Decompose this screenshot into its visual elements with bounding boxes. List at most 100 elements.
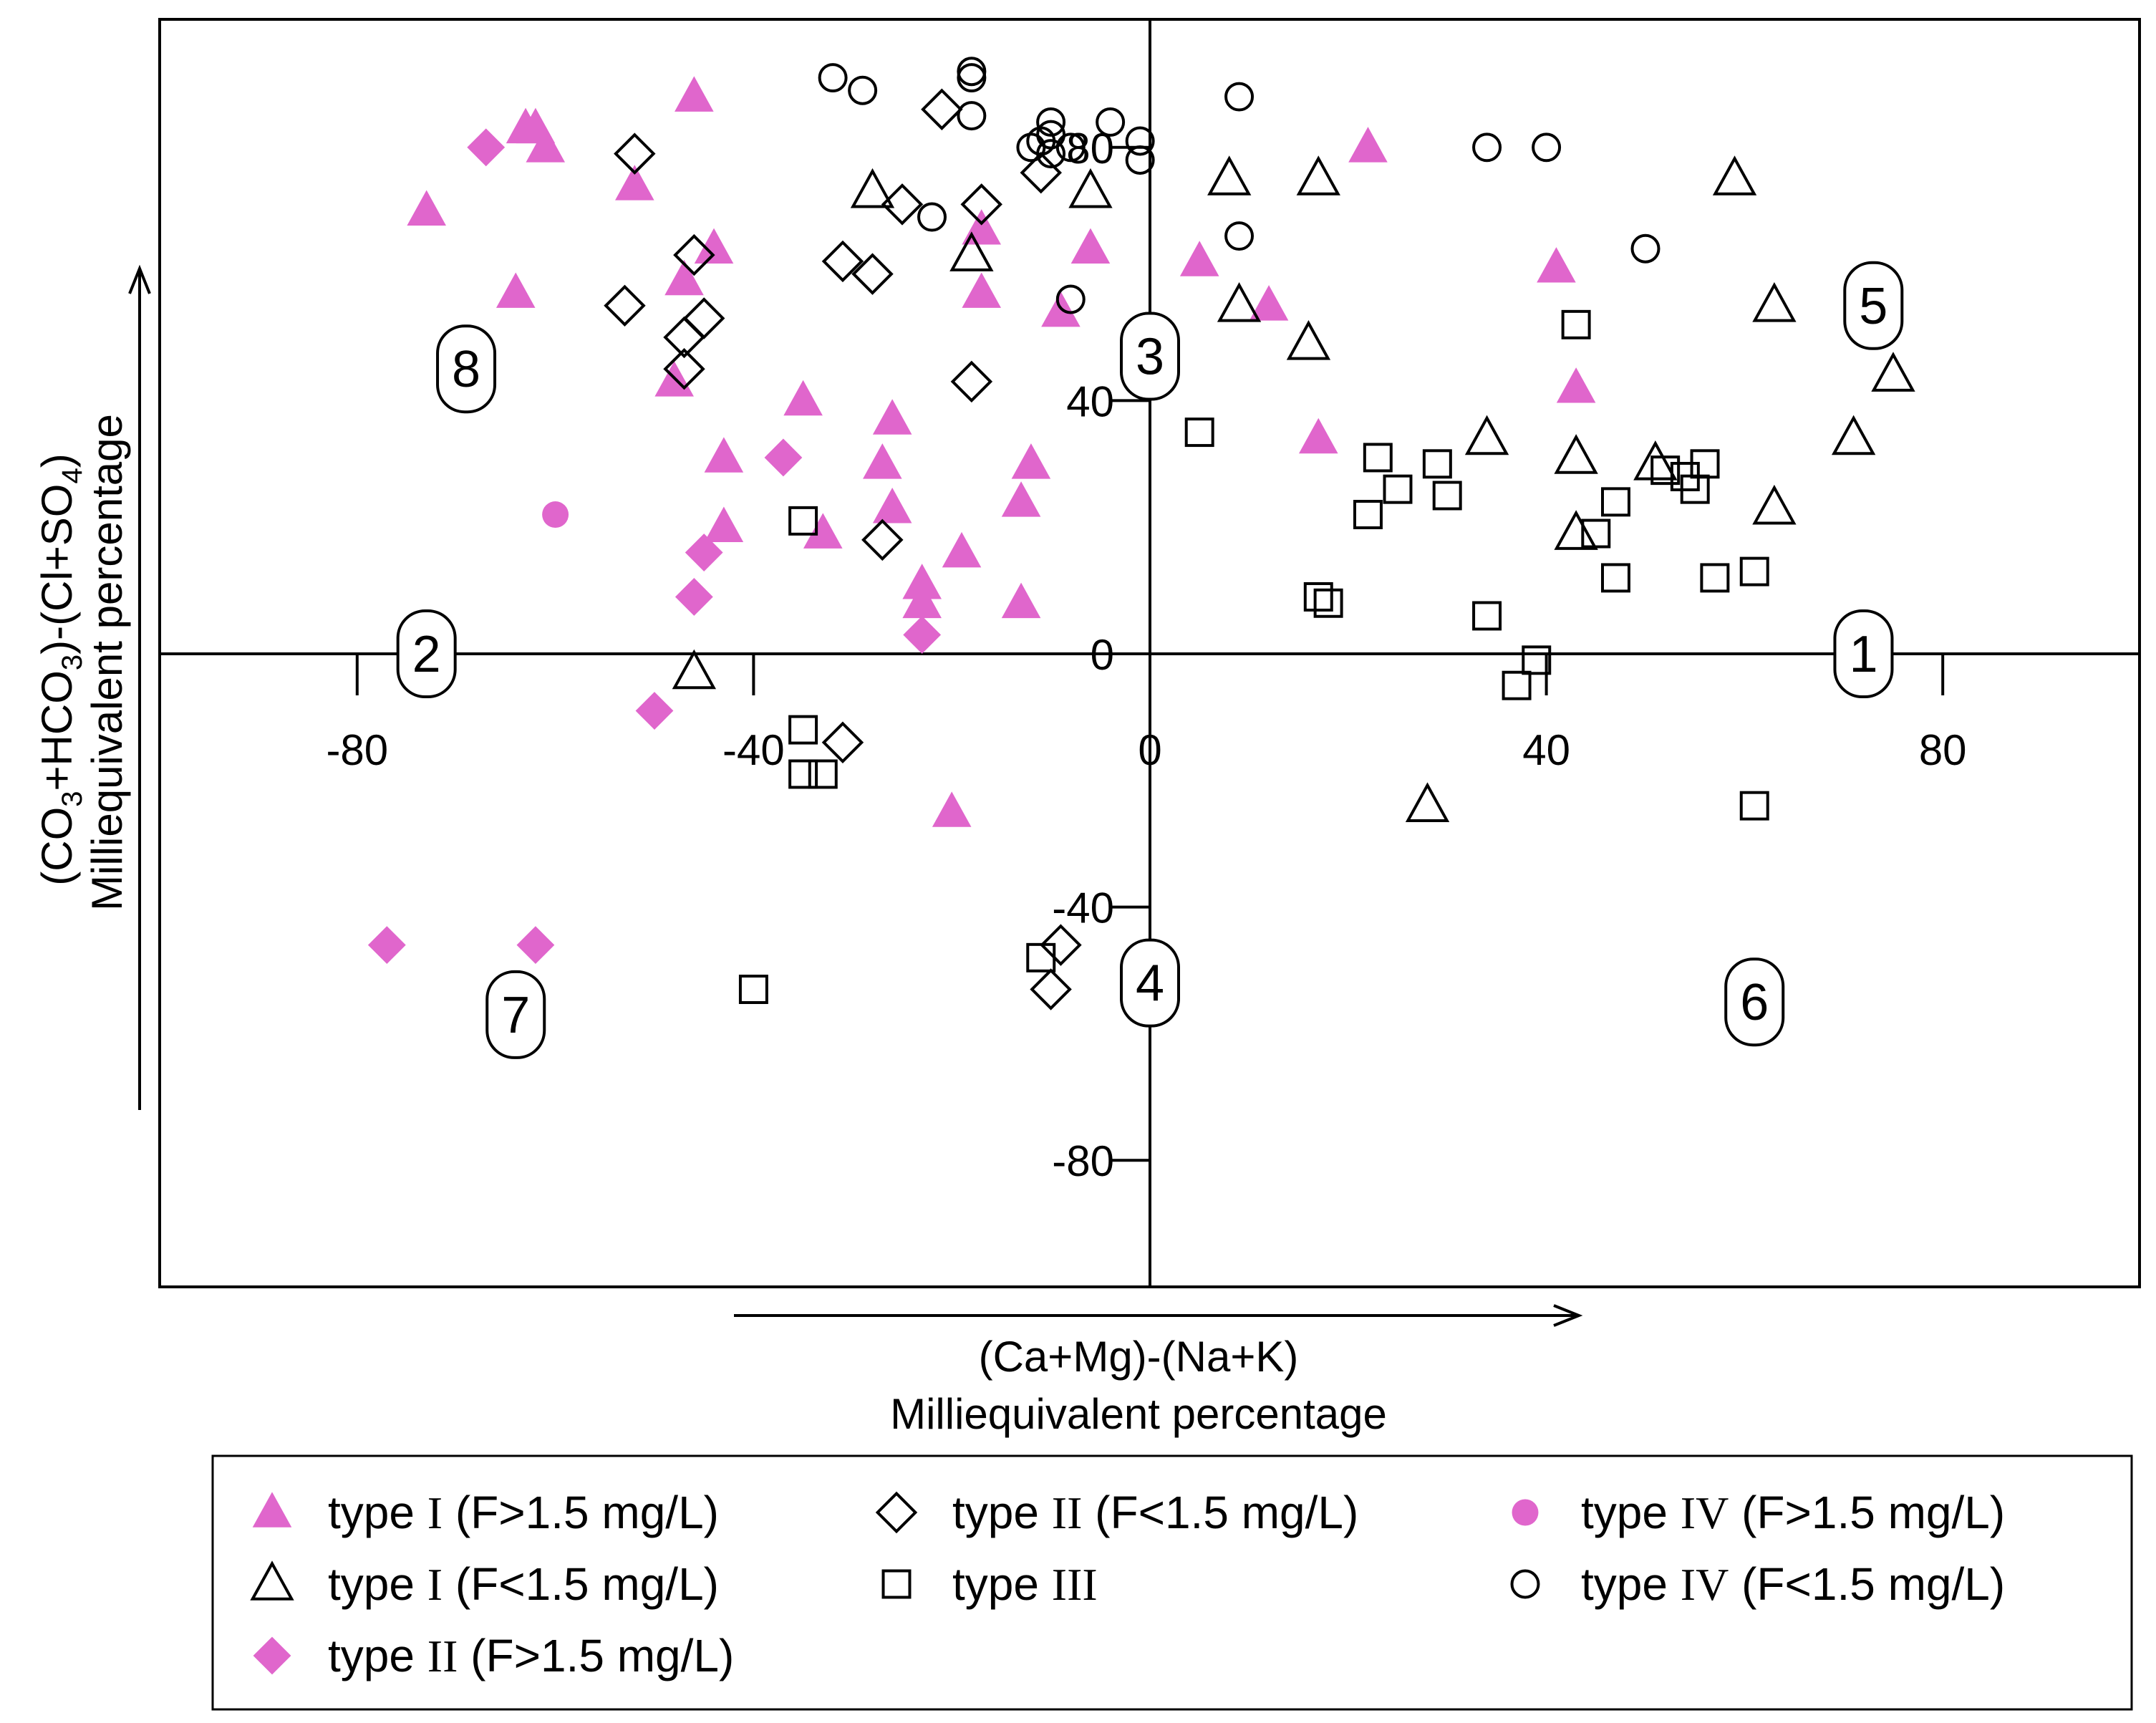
- data-point: [950, 360, 993, 403]
- y-tick-label: -40: [1052, 884, 1114, 932]
- data-point: [1432, 481, 1462, 511]
- data-point: [1055, 132, 1086, 163]
- series-5: [738, 309, 1769, 1005]
- data-point: [1752, 282, 1797, 322]
- data-point: [614, 132, 656, 175]
- data-point: [962, 272, 1001, 308]
- data-point: [635, 692, 674, 730]
- data-point: [764, 438, 803, 477]
- data-point: [788, 506, 818, 536]
- data-point: [1383, 474, 1413, 504]
- data-point: [526, 127, 566, 163]
- series-4: [604, 88, 1082, 1010]
- data-point: [1556, 367, 1596, 403]
- data-point: [704, 437, 744, 473]
- data-point: [932, 791, 972, 827]
- x-tick-label: 80: [1919, 726, 1967, 774]
- data-point: [682, 297, 725, 339]
- data-point: [1871, 352, 1915, 392]
- legend-marker: [881, 1569, 912, 1599]
- data-point: [1537, 247, 1576, 283]
- data-point: [1601, 487, 1630, 517]
- data-point: [1472, 601, 1502, 631]
- data-point: [1001, 582, 1041, 619]
- series-1: [407, 76, 1596, 827]
- data-point: [1125, 145, 1155, 175]
- legend-label: type II (F<1.5 mg/L): [952, 1487, 1358, 1538]
- data-point: [407, 190, 446, 226]
- field-label-8: 8: [436, 324, 497, 414]
- data-point: [615, 165, 654, 201]
- data-point: [903, 616, 942, 654]
- data-point: [516, 926, 555, 965]
- legend-marker: [252, 1492, 292, 1527]
- data-point: [675, 578, 713, 616]
- legend-marker: [1512, 1499, 1539, 1526]
- data-point: [788, 759, 818, 789]
- data-point: [1286, 320, 1331, 360]
- data-point: [783, 380, 823, 416]
- data-point: [1633, 440, 1678, 481]
- data-point: [1363, 443, 1393, 473]
- data-point: [1650, 455, 1681, 486]
- data-point: [1581, 518, 1611, 549]
- data-point: [1601, 563, 1630, 593]
- field-label-2: 2: [396, 609, 457, 698]
- legend-marker: [875, 1491, 918, 1534]
- legend-marker: [253, 1636, 291, 1675]
- x-axis-arrowhead: [1553, 1304, 1583, 1327]
- legend-marker: [250, 1560, 294, 1601]
- legend-label: type III: [952, 1558, 1098, 1610]
- data-point: [851, 253, 894, 295]
- data-point: [960, 183, 1002, 226]
- data-point: [949, 231, 994, 271]
- data-point: [902, 564, 942, 599]
- data-point: [863, 443, 902, 479]
- legend-entry-2: type I (F<1.5 mg/L): [250, 1558, 719, 1610]
- data-point: [1217, 282, 1262, 322]
- data-point: [861, 518, 904, 561]
- data-point: [704, 506, 744, 542]
- data-point: [957, 101, 987, 131]
- legend-entry-6: type IV (F>1.5 mg/L): [1512, 1487, 2005, 1538]
- data-point: [663, 316, 705, 359]
- legend-label: type I (F<1.5 mg/L): [328, 1558, 719, 1610]
- y-tick-label: 40: [1066, 377, 1114, 425]
- data-point: [1464, 415, 1509, 455]
- y-axis-label-line1: (CO3+HCO3)-(Cl+SO4): [33, 453, 88, 885]
- data-point: [1096, 107, 1126, 137]
- data-point: [467, 128, 506, 167]
- data-point: [921, 88, 963, 130]
- data-point: [1630, 233, 1660, 264]
- data-point: [1554, 510, 1598, 550]
- data-point: [872, 399, 912, 435]
- x-tick-label: 0: [1138, 726, 1161, 774]
- data-point: [917, 202, 947, 232]
- series-6: [542, 501, 569, 529]
- svg-text:8: 8: [452, 341, 480, 398]
- field-label-5: 5: [1843, 261, 1904, 350]
- data-point: [672, 649, 717, 690]
- data-point: [1026, 942, 1056, 972]
- field-label-1: 1: [1833, 609, 1894, 698]
- legend-label: type IV (F>1.5 mg/L): [1581, 1487, 2005, 1538]
- x-axis-label-line2: Milliequivalent percentage: [890, 1390, 1387, 1438]
- legend-entry-3: type II (F>1.5 mg/L): [253, 1630, 734, 1681]
- svg-text:7: 7: [501, 987, 530, 1044]
- legend-box: [211, 1454, 2133, 1711]
- data-point: [1030, 968, 1072, 1010]
- data-point: [1299, 418, 1338, 454]
- data-point: [738, 975, 768, 1005]
- legend-marker: [1510, 1569, 1540, 1599]
- data-point: [850, 168, 895, 208]
- data-point: [1016, 132, 1046, 163]
- x-axis-ticks: -80 -40 0 40 80: [326, 654, 1967, 774]
- data-point: [1296, 155, 1340, 196]
- data-point: [902, 582, 942, 619]
- data-point: [685, 534, 723, 571]
- series-7: [818, 57, 1660, 314]
- y-tick-label: -80: [1052, 1137, 1114, 1185]
- field-label-4: 4: [1120, 938, 1180, 1028]
- svg-text:5: 5: [1859, 278, 1887, 335]
